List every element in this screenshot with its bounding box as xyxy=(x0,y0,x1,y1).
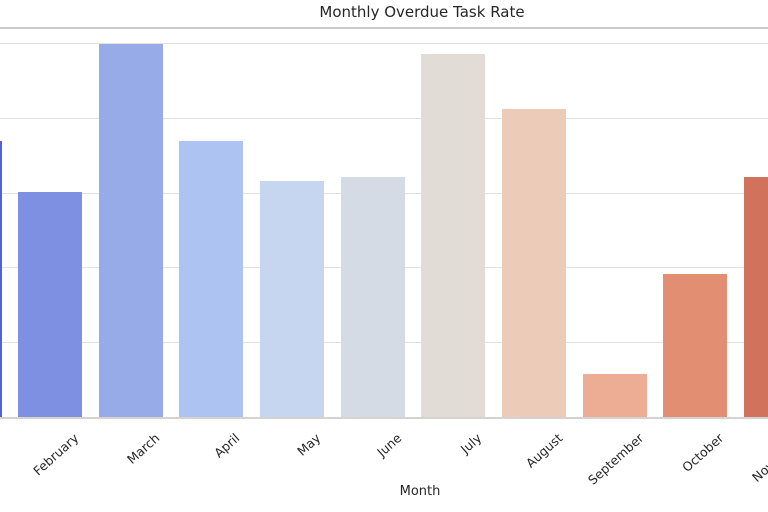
bar-june xyxy=(340,176,405,417)
chart-title: Monthly Overdue Task Rate xyxy=(319,3,525,21)
x-tick-label-february: February xyxy=(30,430,82,479)
bar-september xyxy=(582,373,647,417)
bar-may xyxy=(260,181,325,417)
bar-january xyxy=(0,140,2,417)
gridline xyxy=(0,117,768,119)
x-axis-title: Month xyxy=(399,484,441,499)
gridline xyxy=(0,43,768,45)
bar-july xyxy=(421,54,486,417)
bar-november xyxy=(744,176,768,417)
plot-area xyxy=(0,27,768,419)
bar-march xyxy=(98,43,163,417)
bar-october xyxy=(663,273,728,417)
bar-april xyxy=(179,140,244,417)
x-tick-label-march: March xyxy=(123,430,163,467)
bar-february xyxy=(18,191,83,417)
bar-august xyxy=(502,109,567,417)
